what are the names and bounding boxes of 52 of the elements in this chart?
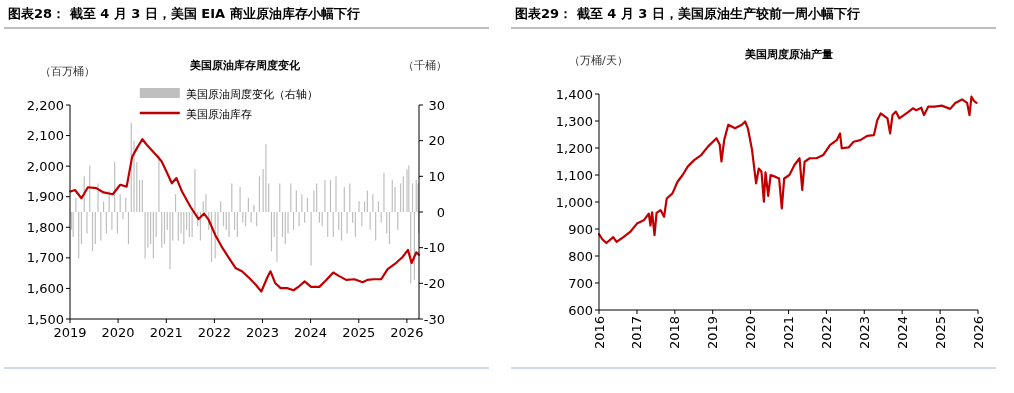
y2-axis-title: （千桶）	[403, 59, 447, 72]
y-tick-label: 1,900	[26, 189, 64, 205]
x-tick-label: 2019	[53, 325, 87, 340]
y-tick-label: 1,300	[555, 113, 593, 129]
y-tick-label: 800	[568, 248, 593, 264]
x-tick-label: 2021	[781, 316, 797, 350]
y-tick-label: 1,400	[555, 86, 593, 102]
y2-tick-label: 10	[428, 168, 445, 184]
y-tick-label: 1,000	[555, 194, 593, 210]
x-tick-label: 2026	[390, 325, 424, 340]
y2-tick-label: 0	[436, 204, 445, 220]
x-tick-label: 2022	[197, 325, 231, 340]
y-tick-label: 700	[568, 275, 593, 291]
y-tick-label: 2,100	[26, 128, 64, 144]
x-tick-label: 2025	[932, 316, 948, 350]
y-tick-label: 1,100	[555, 167, 593, 183]
legend-label: 美国原油周度变化（右轴）	[185, 87, 318, 101]
y-tick-label: 1,500	[26, 311, 64, 327]
y2-tick-label: 20	[428, 133, 445, 149]
x-tick-label: 2023	[856, 316, 872, 350]
chart-title: 图表28： 截至 4 月 3 日，美国 EIA 商业原油库存小幅下行	[8, 6, 360, 21]
y-tick-label: 2,200	[26, 97, 64, 113]
x-tick-label: 2023	[245, 325, 280, 340]
chart-subtitle: 美国原油库存周度变化	[188, 59, 301, 72]
x-tick-label: 2025	[342, 325, 376, 340]
x-tick-label: 2016	[591, 316, 607, 350]
x-tick-label: 2024	[294, 325, 328, 340]
x-tick-label: 2017	[629, 316, 645, 350]
x-tick-label: 2022	[818, 316, 834, 350]
y-tick-label: 1,800	[26, 219, 64, 235]
y2-tick-label: -20	[423, 275, 445, 291]
x-tick-label: 2020	[101, 325, 135, 340]
x-tick-label: 2018	[667, 316, 683, 350]
x-tick-label: 2020	[743, 316, 759, 350]
x-tick-label: 2021	[149, 325, 183, 340]
y2-tick-label: 30	[428, 97, 445, 113]
legend-label: 美国原油库存	[185, 107, 252, 121]
chart-subtitle: 美国周度原油产量	[743, 48, 833, 61]
y-tick-label: 1,200	[555, 140, 593, 156]
y-tick-label: 1,700	[26, 250, 64, 266]
x-tick-label: 2026	[970, 316, 986, 350]
y2-tick-label: -30	[423, 311, 445, 327]
y-tick-label: 600	[568, 302, 593, 318]
x-tick-label: 2019	[705, 316, 721, 350]
x-tick-label: 2024	[894, 316, 910, 350]
y2-tick-label: -10	[423, 240, 445, 256]
y-tick-label: 1,600	[26, 280, 64, 296]
y-tick-label: 900	[568, 221, 593, 237]
chart-title: 图表29： 截至 4 月 3 日，美国原油生产较前一周小幅下行	[515, 6, 860, 21]
y-axis-title: （百万桶）	[40, 65, 95, 78]
y-tick-label: 2,000	[26, 158, 64, 174]
y-axis-title: （万桶/天）	[569, 54, 628, 67]
